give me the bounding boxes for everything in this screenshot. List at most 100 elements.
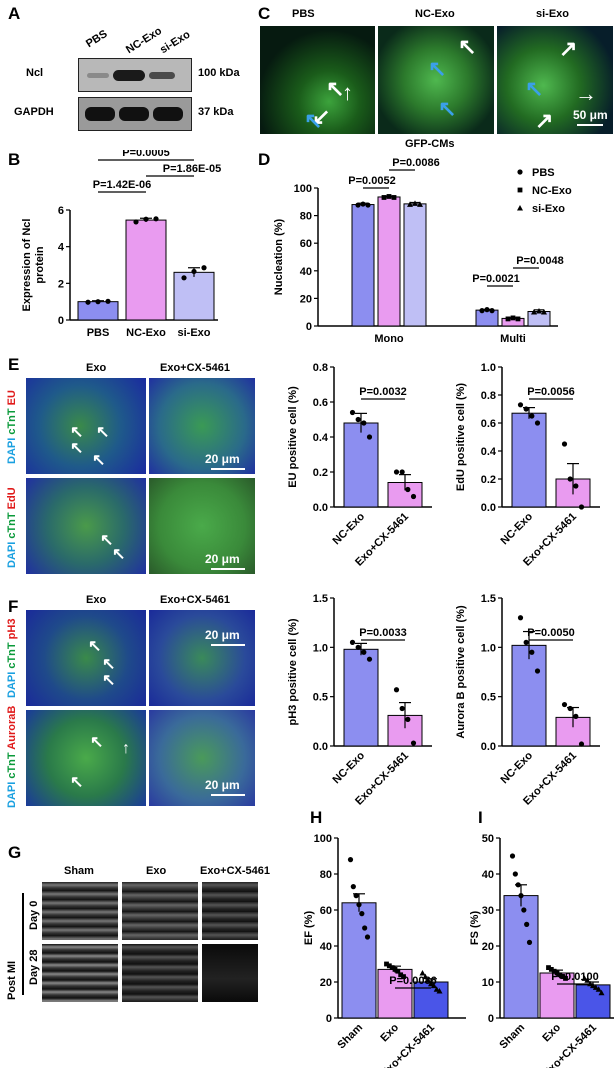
e-header-exo: Exo [86, 362, 107, 374]
ncl-band-pbs [87, 73, 109, 78]
data-point [365, 202, 371, 208]
bar [77, 301, 119, 321]
y-tick-label: 2 [58, 278, 64, 290]
e-image-exo-edu: ↖ ↖ [26, 478, 146, 574]
echo-sham-day28 [42, 944, 118, 1002]
arrow-icon: ↖ [112, 546, 126, 563]
arrow-icon: ↗ [535, 108, 554, 133]
y-tick-label: 0.0 [313, 741, 328, 753]
y-tick-label: 1.5 [313, 593, 328, 605]
f-row1-label: DAPI cTnT pH3 [6, 618, 18, 698]
lane-label-pbs: PBS [84, 28, 110, 51]
y-tick-label: 20 [320, 977, 332, 989]
p-value-label: P=0.0050 [527, 627, 574, 639]
x-tick-label: Sham [335, 1021, 365, 1051]
data-point [598, 989, 605, 996]
data-point [381, 195, 387, 200]
arrow-icon: ↖ [525, 76, 544, 101]
y-tick-label: 0.0 [481, 502, 496, 514]
echo-exo-day28 [122, 944, 198, 1002]
data-point [557, 972, 563, 978]
data-point [584, 977, 591, 983]
data-point [573, 483, 579, 489]
data-point [561, 441, 568, 447]
y-axis-label: Expression of Nclprotein [21, 219, 46, 312]
data-point [366, 434, 373, 440]
g-header-cx: Exo+CX-5461 [200, 865, 271, 877]
data-point [391, 195, 397, 200]
data-point [355, 416, 361, 423]
y-tick-label: 0.6 [313, 397, 328, 409]
y-tick-label: 40 [482, 869, 494, 881]
scale-bar-label: 20 μm [205, 778, 240, 792]
data-point [560, 974, 566, 979]
y-tick-label: 60 [320, 905, 332, 917]
y-tick-label: 0 [58, 315, 64, 327]
p-value-label: P=0.0086 [389, 975, 436, 987]
y-tick-label: 40 [320, 941, 332, 953]
y-tick-label: 0.2 [313, 467, 328, 479]
scale-bar [211, 468, 245, 470]
ncl-band-si-exo [149, 72, 175, 79]
f-image-cx-ph3: 20 μm [149, 610, 255, 706]
f-row2-label: DAPI cTnT AuroraB [6, 705, 18, 808]
data-point [546, 965, 551, 970]
data-point [386, 194, 392, 199]
y-tick-label: 0 [326, 1013, 332, 1025]
data-point [523, 639, 529, 645]
data-point [425, 977, 432, 983]
bar [343, 648, 379, 747]
data-point [399, 469, 405, 475]
data-point [422, 973, 429, 980]
data-point [563, 976, 568, 981]
data-point [350, 884, 356, 890]
y-tick-label: 0.0 [313, 502, 328, 514]
scale-bar-label: 20 μm [205, 552, 240, 566]
y-tick-label: 20 [300, 293, 312, 305]
y-axis-label: Aurora B positive cell (%) [455, 605, 467, 739]
header-nc-exo: NC-Exo [415, 8, 455, 20]
data-point [433, 986, 440, 992]
data-point [517, 615, 524, 621]
data-point [361, 420, 367, 426]
data-point [573, 713, 579, 719]
data-point [364, 934, 371, 940]
p-value-label: P=0.0033 [359, 627, 406, 639]
data-point [523, 406, 529, 412]
bar [343, 422, 379, 508]
y-tick-label: 100 [294, 183, 312, 195]
y-tick-label: 30 [482, 905, 494, 917]
y-tick-label: 20 [482, 941, 494, 953]
data-point [399, 705, 405, 712]
y-tick-label: 0.8 [481, 390, 496, 402]
y-tick-label: 60 [300, 238, 312, 250]
data-point [360, 201, 366, 207]
scale-bar [577, 124, 603, 126]
arrow-icon: ↖ [428, 56, 447, 81]
data-point [410, 740, 417, 746]
data-point [548, 967, 554, 972]
x-tick-label: Exo [378, 1021, 401, 1044]
data-point [551, 968, 557, 974]
data-point [201, 265, 207, 271]
p-value-label: P=0.0052 [348, 175, 395, 187]
y-axis-label: pH3 positive cell (%) [287, 618, 299, 725]
y-tick-label: 0.8 [313, 362, 328, 374]
arrow-icon: → [575, 81, 597, 106]
x-tick-label: NC-Exo [331, 510, 368, 547]
data-point [384, 961, 389, 967]
data-point [395, 968, 401, 974]
y-tick-label: 50 [482, 833, 494, 845]
data-point [581, 975, 588, 981]
p-value-label: P=1.42E-06 [93, 179, 151, 191]
data-point [191, 268, 197, 275]
p-value-label: P=0.0056 [527, 386, 574, 398]
data-point [393, 687, 400, 693]
arrow-icon: ↖ [96, 424, 110, 441]
e-row1-label: DAPI cTnT EU [6, 390, 18, 464]
scale-bar-label: 20 μm [205, 628, 240, 642]
data-point [524, 921, 530, 927]
echo-cx-day0 [202, 882, 258, 940]
data-point [386, 963, 392, 969]
